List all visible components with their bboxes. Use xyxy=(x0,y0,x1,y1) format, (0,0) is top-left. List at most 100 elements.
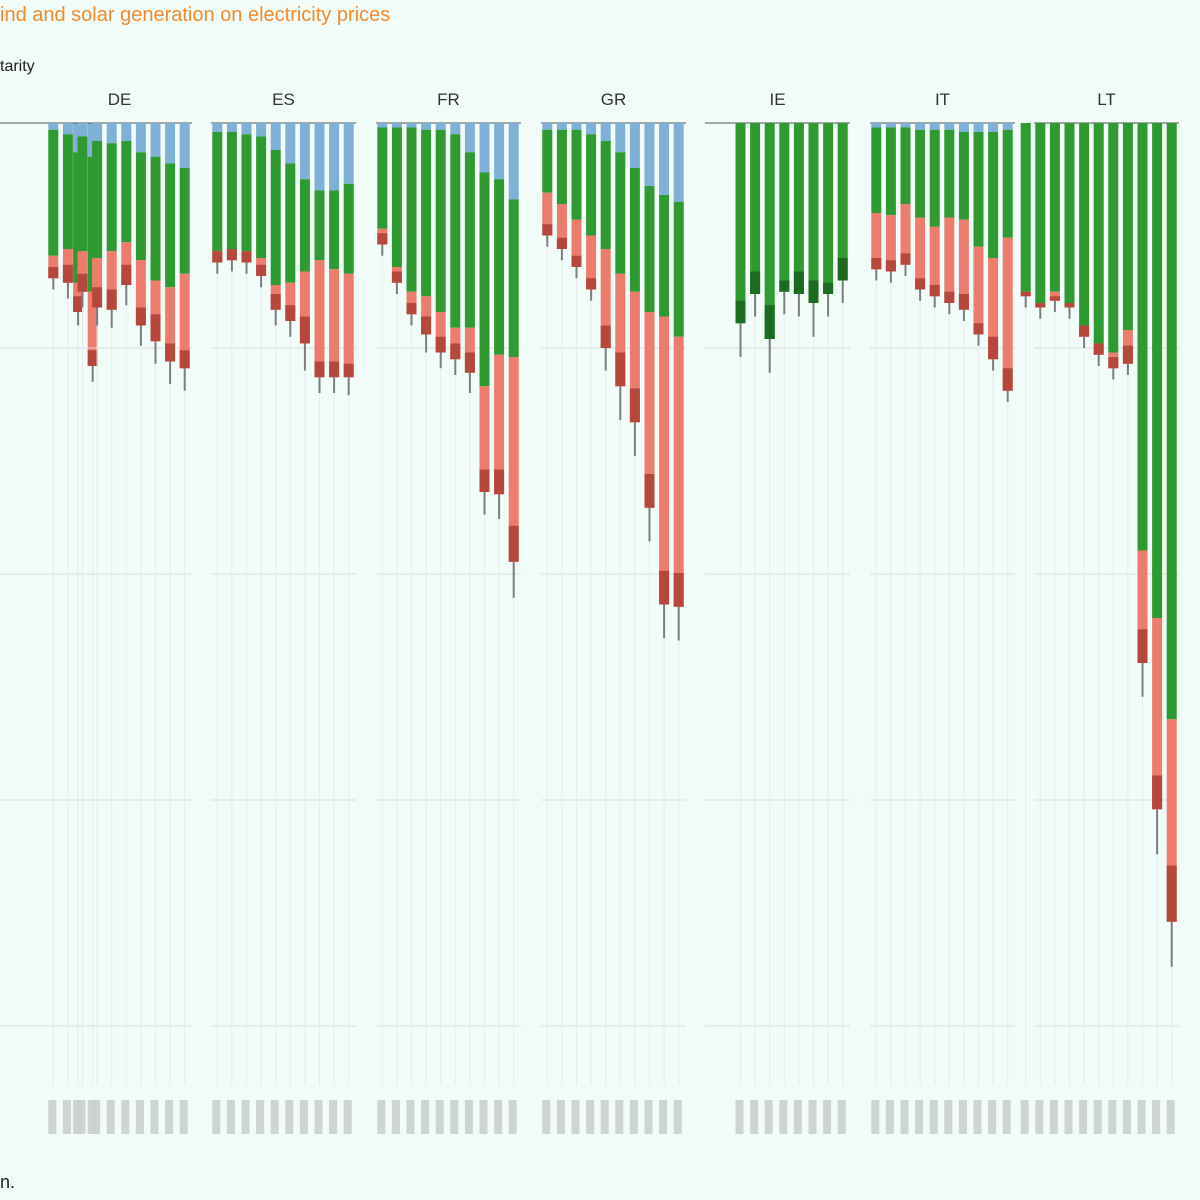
bar-segment-green xyxy=(377,127,388,229)
bar-segment-salmon xyxy=(556,204,567,249)
bar-tip xyxy=(973,323,984,335)
bar-segment-salmon xyxy=(106,251,117,310)
bar-segment-green xyxy=(808,123,819,303)
panel-label-fr: FR xyxy=(437,90,460,109)
bar-tip xyxy=(179,350,190,369)
x-tick-label xyxy=(212,1100,221,1134)
bar-tip xyxy=(1049,296,1060,301)
bar-segment-green xyxy=(226,132,237,249)
bar-tip xyxy=(1166,865,1177,922)
bar-segment-green xyxy=(571,129,582,220)
bar-segment-salmon xyxy=(944,217,955,303)
bar-segment-green xyxy=(958,132,969,220)
bar-tip xyxy=(1137,629,1148,663)
bar-segment-salmon xyxy=(900,204,911,265)
bar-segment-blue xyxy=(435,123,446,130)
bar-tip xyxy=(1093,343,1104,355)
bar-segment-salmon xyxy=(314,260,325,378)
bar-tip xyxy=(48,267,59,279)
bar-segment-green xyxy=(314,190,325,261)
x-tick-label xyxy=(135,1100,144,1134)
bar-segment-blue xyxy=(270,123,281,150)
bar-tip xyxy=(958,294,969,310)
bar-segment-salmon xyxy=(92,258,103,308)
bar-tip xyxy=(571,255,582,267)
x-tick-label xyxy=(1137,1100,1146,1134)
bar-tip xyxy=(1020,291,1031,297)
bar-segment-salmon xyxy=(600,249,611,348)
bar-segment-green xyxy=(406,127,417,292)
bar-tip xyxy=(256,264,267,276)
bar-segment-blue xyxy=(600,123,611,141)
bar-tip xyxy=(406,303,417,315)
x-tick-label xyxy=(764,1100,773,1134)
bar-tip xyxy=(343,363,354,378)
bar-tip xyxy=(659,570,670,605)
bar-segment-green xyxy=(586,134,597,236)
bar-segment-salmon xyxy=(1152,618,1163,810)
bar-segment-blue xyxy=(659,123,670,195)
bar-tip xyxy=(1079,325,1090,337)
x-tick-label xyxy=(494,1100,503,1134)
bar-tip xyxy=(87,350,98,366)
bar-tip xyxy=(464,352,475,373)
bar-tip xyxy=(988,336,999,360)
x-tick-label xyxy=(900,1100,909,1134)
x-tick-label xyxy=(793,1100,802,1134)
bar-tip xyxy=(793,271,804,294)
bar-segment-salmon xyxy=(586,235,597,290)
bar-segment-salmon xyxy=(421,296,432,335)
bar-tip xyxy=(1122,345,1133,364)
bar-tip xyxy=(165,343,176,362)
x-tick-label xyxy=(508,1100,517,1134)
x-tick-label xyxy=(571,1100,580,1134)
x-tick-label xyxy=(1064,1100,1073,1134)
bar-segment-green xyxy=(92,141,103,258)
bar-segment-salmon xyxy=(644,312,655,508)
bar-segment-blue xyxy=(299,123,310,180)
x-tick-label xyxy=(377,1100,386,1134)
bar-tip xyxy=(885,260,896,272)
x-tick-label xyxy=(1002,1100,1011,1134)
bar-segment-green xyxy=(1108,123,1119,353)
x-tick-label xyxy=(615,1100,624,1134)
bar-segment-blue xyxy=(256,123,267,137)
x-tick-label xyxy=(673,1100,682,1134)
bar-segment-salmon xyxy=(508,357,519,562)
x-tick-label xyxy=(62,1100,71,1134)
bar-segment-blue xyxy=(629,123,640,168)
x-tick-label xyxy=(241,1100,250,1134)
bar-segment-green xyxy=(1020,123,1031,292)
bar-segment-green xyxy=(179,168,190,274)
bar-segment-green xyxy=(837,123,848,281)
bar-segment-green xyxy=(329,190,340,270)
x-tick-label xyxy=(329,1100,338,1134)
bar-segment-green xyxy=(1137,123,1148,551)
panel-it: IT xyxy=(870,90,1015,1134)
bar-tip xyxy=(212,251,223,263)
x-tick-label xyxy=(586,1100,595,1134)
bar-segment-salmon xyxy=(542,192,553,236)
bar-segment-blue xyxy=(915,123,926,130)
bar-segment-salmon xyxy=(659,316,670,605)
bar-segment-salmon xyxy=(150,280,161,342)
bar-tip xyxy=(77,273,88,292)
bar-segment-blue xyxy=(241,123,252,135)
bar-segment-green xyxy=(673,201,684,337)
x-tick-label xyxy=(1152,1100,1161,1134)
bar-segment-blue xyxy=(885,123,896,128)
bar-segment-salmon xyxy=(464,327,475,373)
x-tick-label xyxy=(871,1100,880,1134)
bar-segment-blue xyxy=(92,123,103,141)
bar-segment-green xyxy=(764,123,775,339)
bar-segment-green xyxy=(750,123,761,294)
bar-segment-green xyxy=(241,134,252,252)
bar-tip xyxy=(121,264,132,285)
bar-tip xyxy=(808,280,819,303)
bar-segment-blue xyxy=(121,123,132,141)
x-tick-label xyxy=(988,1100,997,1134)
bar-segment-blue xyxy=(48,123,59,130)
x-tick-label xyxy=(556,1100,565,1134)
bar-tip xyxy=(421,316,432,335)
bar-segment-green xyxy=(1093,123,1104,344)
